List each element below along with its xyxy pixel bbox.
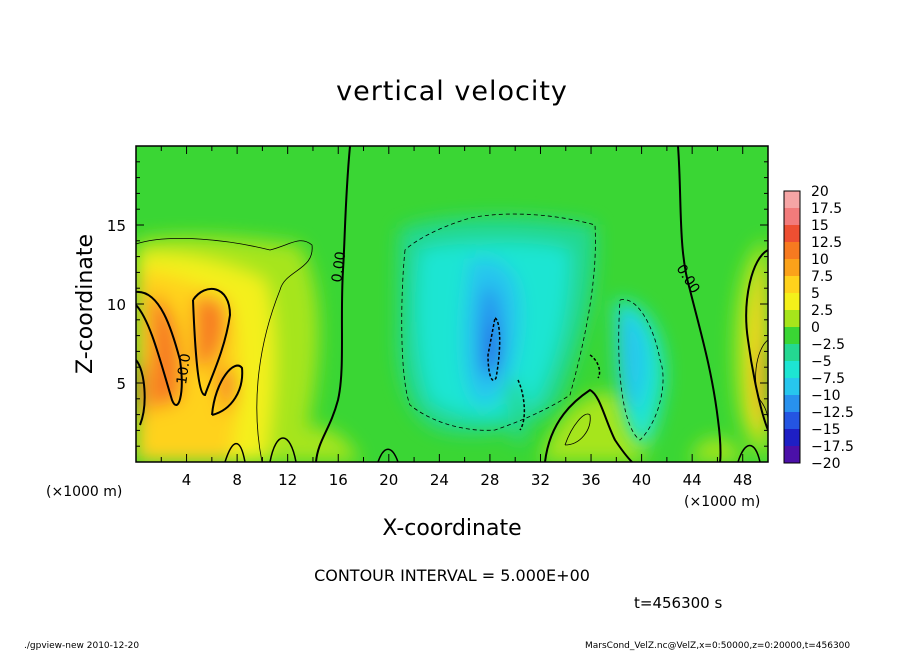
colorbar-swatch xyxy=(784,259,800,276)
colorbar-swatch xyxy=(784,361,800,378)
colorbar-swatch xyxy=(784,276,800,293)
contour-label-3: 10.0 xyxy=(174,352,194,385)
colorbar-label: 20 xyxy=(811,184,829,200)
y-axis-label: Z-coordinate xyxy=(73,234,98,374)
x-tick-label: 36 xyxy=(581,471,600,489)
colorbar-swatch xyxy=(784,225,800,242)
colorbar-swatch xyxy=(784,242,800,259)
colorbar-label: −10 xyxy=(811,388,841,404)
x-tick-label: 48 xyxy=(733,471,752,489)
x-tick-label: 8 xyxy=(232,471,242,489)
colorbar-swatch xyxy=(784,293,800,310)
colorbar-label: 17.5 xyxy=(811,201,842,217)
colorbar-swatch xyxy=(784,344,800,361)
colorbar-label: 0 xyxy=(811,320,820,336)
y-axis: 5 10 15 xyxy=(107,161,768,447)
colorbar-label: 15 xyxy=(811,218,829,234)
colorbar-label: 7.5 xyxy=(811,269,833,285)
colorbar-swatch xyxy=(784,310,800,327)
colorbar-label: −12.5 xyxy=(811,405,854,421)
x-tick-label: 16 xyxy=(329,471,348,489)
colorbar-label: 2.5 xyxy=(811,303,833,319)
x-axis-label: X-coordinate xyxy=(382,516,521,541)
x-tick-label: 32 xyxy=(531,471,550,489)
x-tick-label: 40 xyxy=(632,471,651,489)
colorbar-label: 5 xyxy=(811,286,820,302)
colorbar-label: 12.5 xyxy=(811,235,842,251)
x-unit-left: (×1000 m) xyxy=(46,484,122,500)
colorbar-swatch xyxy=(784,378,800,395)
colorbar-swatch xyxy=(784,429,800,446)
time-note: t=456300 s xyxy=(634,594,723,612)
colorbar-swatch xyxy=(784,446,800,463)
chart-title: vertical velocity xyxy=(336,76,568,107)
x-tick-label: 28 xyxy=(480,471,499,489)
colorbar-label: 10 xyxy=(811,252,829,268)
colorbar-swatch xyxy=(784,395,800,412)
colorbar-swatch xyxy=(784,327,800,344)
contour-interval-note: CONTOUR INTERVAL = 5.000E+00 xyxy=(314,566,590,585)
x-tick-label: 12 xyxy=(278,471,297,489)
colorbar-label: −17.5 xyxy=(811,439,854,455)
footer-right: MarsCond_VelZ.nc@VelZ,x=0:50000,z=0:2000… xyxy=(585,641,851,651)
colorbar-label: −15 xyxy=(811,422,841,438)
x-tick-label: 20 xyxy=(379,471,398,489)
velocity-field xyxy=(136,146,768,462)
y-tick-label: 5 xyxy=(116,375,126,393)
y-tick-label: 10 xyxy=(107,296,126,314)
colorbar-swatch xyxy=(784,412,800,429)
contour-label-1: 0.00 xyxy=(329,250,349,283)
x-tick-label: 24 xyxy=(430,471,449,489)
footer-left: ./gpview-new 2010-12-20 xyxy=(24,641,140,651)
colorbar-frame xyxy=(783,190,801,464)
y-tick-label: 15 xyxy=(107,217,126,235)
colorbar: 2017.51512.5107.552.50−2.5−5−7.5−10−12.5… xyxy=(783,184,854,472)
colorbar-label: −2.5 xyxy=(811,337,845,353)
colorbar-label: −5 xyxy=(811,354,832,370)
colorbar-label: −7.5 xyxy=(811,371,845,387)
colorbar-label: −20 xyxy=(811,456,841,472)
colorbar-swatch xyxy=(784,208,800,225)
x-tick-label: 44 xyxy=(683,471,702,489)
colorbar-swatch xyxy=(784,191,800,208)
x-unit-right: (×1000 m) xyxy=(684,494,760,510)
x-tick-label: 4 xyxy=(182,471,192,489)
x-axis: 4 8 12 16 20 24 28 32 36 40 44 48 xyxy=(160,146,752,489)
